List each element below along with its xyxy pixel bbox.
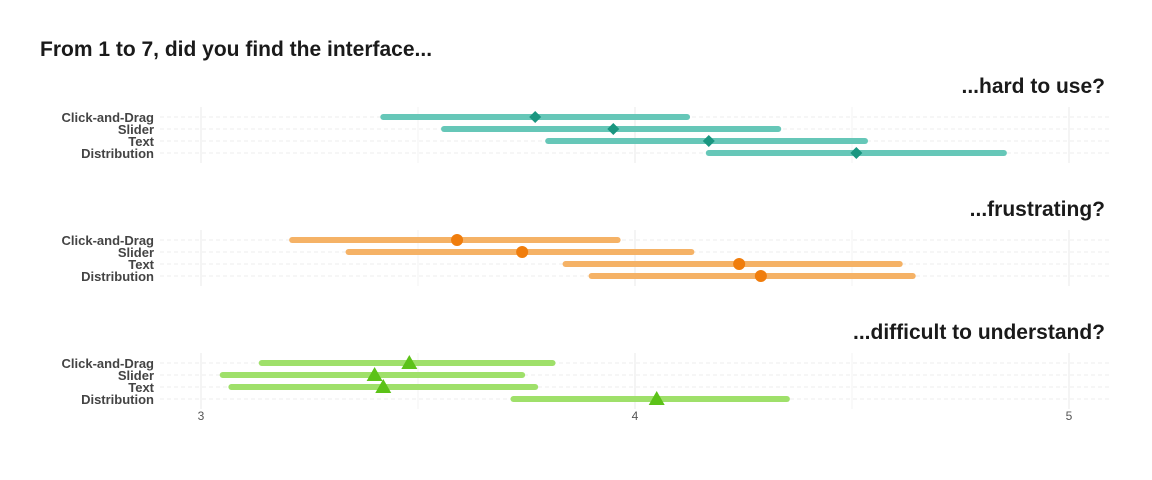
category-label: Text: [128, 380, 154, 395]
category-label: Text: [128, 257, 154, 272]
mean-marker: [451, 234, 464, 246]
category-label: Slider: [118, 368, 154, 383]
category-label: Text: [128, 134, 154, 149]
category-label: Click-and-Drag: [62, 110, 155, 125]
panel-title: ...hard to use?: [961, 75, 1105, 98]
category-label: Click-and-Drag: [62, 356, 155, 371]
x-tick-label: 3: [198, 409, 205, 423]
panel-3: ...difficult to understand? Click-and-Dra…: [62, 321, 1110, 409]
mean-marker: [516, 246, 529, 258]
mean-marker: [401, 355, 418, 369]
panel-1: ...hard to use? Click-and-DragSliderTextD…: [62, 75, 1110, 163]
mean-marker: [850, 147, 863, 159]
mean-marker: [529, 111, 542, 123]
category-label: Slider: [118, 122, 154, 137]
mean-marker: [375, 379, 392, 393]
x-tick-label: 4: [632, 409, 639, 423]
mean-marker: [607, 123, 620, 135]
category-label: Click-and-Drag: [62, 233, 155, 248]
mean-marker: [754, 270, 767, 282]
panel-title: ...difficult to understand?: [853, 321, 1105, 344]
panel-title: ...frustrating?: [970, 198, 1105, 221]
panel-2: ...frustrating? Click-and-DragSliderTextD…: [62, 198, 1110, 286]
category-label: Slider: [118, 245, 154, 260]
mean-marker: [702, 135, 715, 147]
chart-title: From 1 to 7, did you find the interface.…: [40, 38, 432, 61]
x-tick-label: 5: [1066, 409, 1073, 423]
category-label: Distribution: [81, 269, 154, 284]
mean-marker: [733, 258, 746, 270]
category-label: Distribution: [81, 392, 154, 407]
category-label: Distribution: [81, 146, 154, 161]
mean-marker: [366, 367, 383, 381]
mean-marker: [648, 391, 665, 405]
